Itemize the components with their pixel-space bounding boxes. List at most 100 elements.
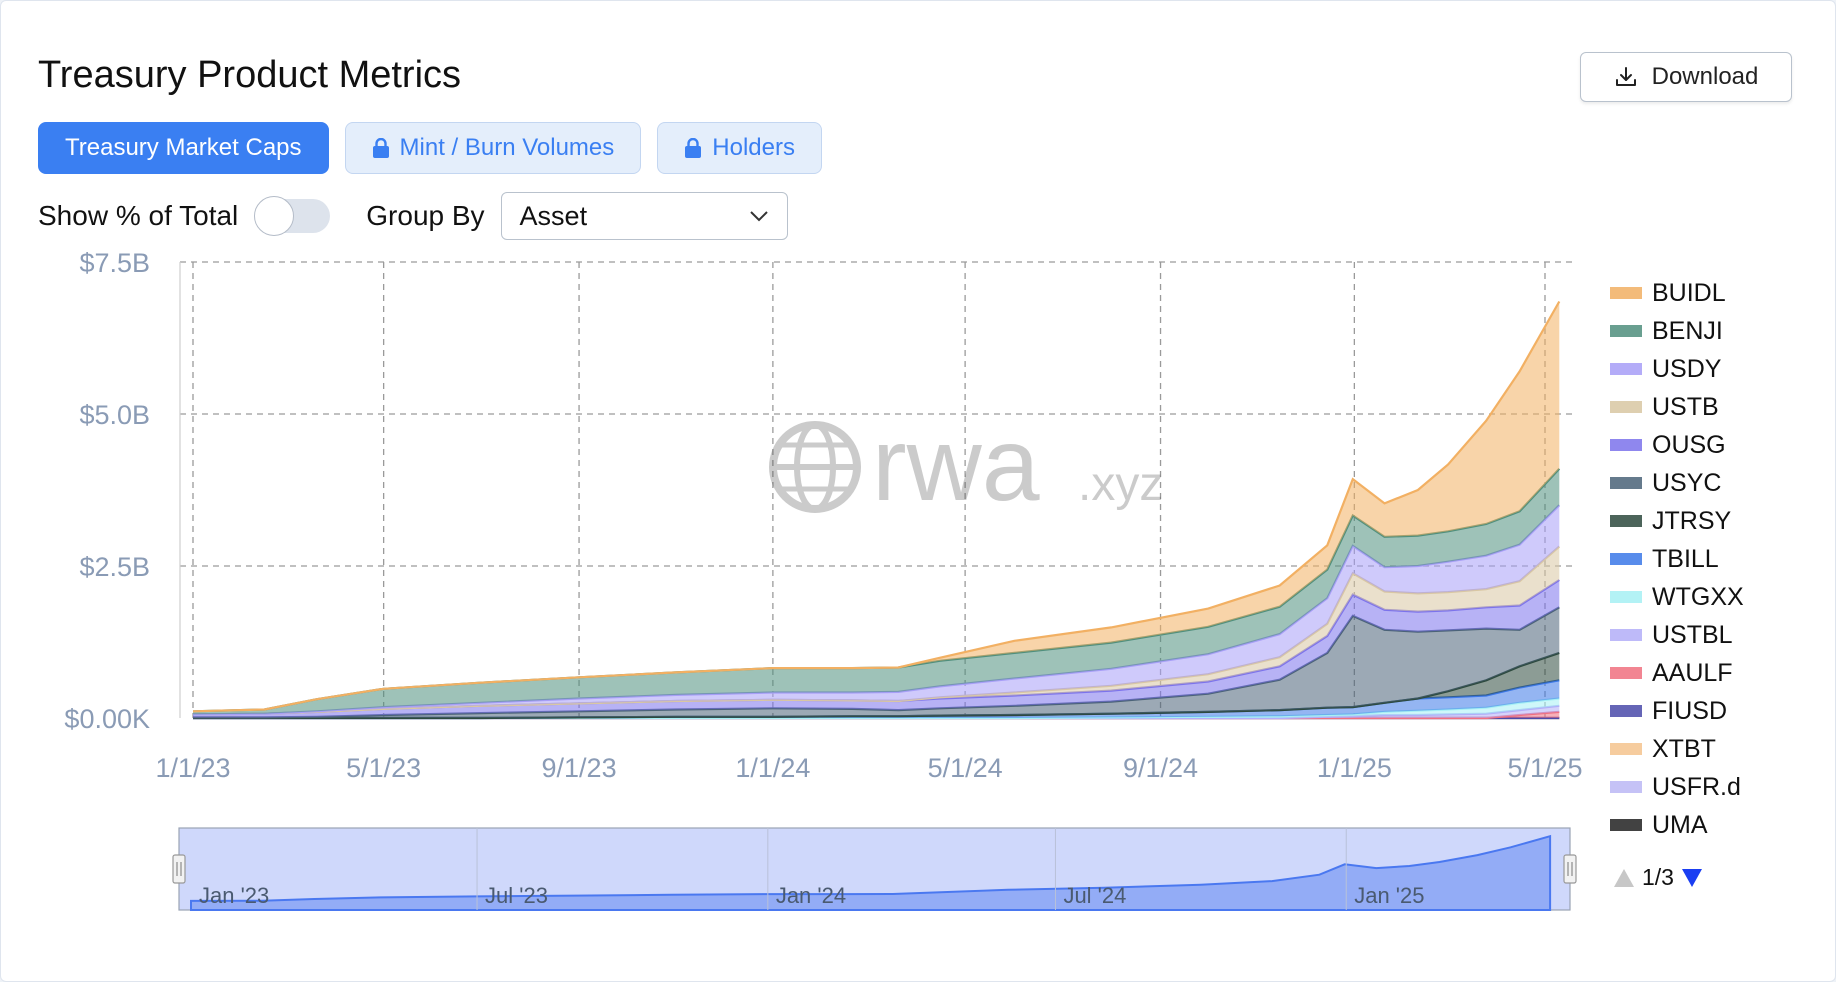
tab-treasury-market-caps[interactable]: Treasury Market Caps [38, 122, 329, 174]
tab-label: Treasury Market Caps [65, 134, 302, 161]
tab-label: Mint / Burn Volumes [399, 134, 615, 161]
legend-label: AAULF [1652, 658, 1733, 687]
legend-label: USTBL [1652, 620, 1733, 649]
legend-label: BENJI [1652, 316, 1723, 345]
x-tick-label: 5/1/23 [346, 753, 421, 783]
legend-pager: 1/3 [1612, 864, 1704, 891]
legend-item-wtgxx[interactable]: WTGXX [1610, 578, 1744, 616]
legend-label: BUIDL [1652, 278, 1726, 307]
x-tick-label: 1/1/23 [155, 753, 230, 783]
group-by-value: Asset [519, 200, 588, 231]
x-tick-label: 9/1/24 [1123, 753, 1198, 783]
range-navigator: Jan '23 Jul '23 Jan '24 Jul '24 Jan '25 [172, 827, 1577, 911]
y-tick-label: $5.0B [79, 400, 150, 430]
legend-item-ustbl[interactable]: USTBL [1610, 616, 1744, 654]
legend-item-ustb[interactable]: USTB [1610, 388, 1744, 426]
navigator-label: Jan '24 [776, 883, 846, 908]
navigator-handle-left[interactable] [172, 854, 186, 884]
legend-label: USYC [1652, 468, 1722, 497]
group-by-label: Group By [366, 200, 485, 231]
legend-swatch [1610, 553, 1642, 565]
legend-item-jtrsy[interactable]: JTRSY [1610, 502, 1744, 540]
area-ustbl [193, 705, 1560, 718]
legend-item-buidl[interactable]: BUIDL [1610, 274, 1744, 312]
x-tick-label: 9/1/23 [542, 753, 617, 783]
group-by-select[interactable]: Asset [500, 192, 788, 240]
page-title: Treasury Product Metrics [38, 54, 462, 96]
metric-tabs: Treasury Market Caps Mint / Burn Volumes… [38, 122, 822, 174]
globe-icon [769, 421, 861, 513]
series-areas [192, 300, 1561, 720]
navigator-label: Jan '23 [199, 883, 269, 908]
legend-item-ousg[interactable]: OUSG [1610, 426, 1744, 464]
pager-text: 1/3 [1642, 864, 1674, 890]
legend-swatch [1610, 325, 1642, 337]
navigator-label: Jul '24 [1063, 883, 1126, 908]
show-pct-toggle[interactable] [254, 196, 331, 236]
legend-item-usfrd[interactable]: USFR.d [1610, 768, 1744, 806]
legend-item-benji[interactable]: BENJI [1610, 312, 1744, 350]
legend-swatch [1610, 743, 1642, 755]
tab-holders[interactable]: Holders [657, 122, 822, 174]
area-ousg [193, 580, 1560, 718]
line-buidl [192, 300, 1561, 713]
y-tick-label: $0.00K [64, 704, 150, 734]
legend-swatch [1610, 705, 1642, 717]
area-usdy [193, 505, 1560, 715]
legend-label: UMA [1652, 810, 1708, 839]
tab-mint-burn-volumes[interactable]: Mint / Burn Volumes [344, 122, 642, 174]
watermark-text: rwa [872, 407, 1040, 523]
download-button[interactable]: Download [1580, 52, 1792, 102]
lock-icon [372, 138, 389, 158]
legend-label: USTB [1652, 392, 1719, 421]
legend-swatch [1610, 591, 1642, 603]
legend-swatch [1610, 667, 1642, 679]
navigator-series [190, 834, 1552, 911]
show-pct-label: Show % of Total [38, 200, 239, 231]
tab-label: Holders [712, 134, 795, 161]
legend-item-usdy[interactable]: USDY [1610, 350, 1744, 388]
x-tick-label: 5/1/25 [1507, 753, 1582, 783]
legend-label: WTGXX [1652, 582, 1744, 611]
y-tick-label: $2.5B [79, 552, 150, 582]
y-tick-label: $7.5B [79, 248, 150, 278]
legend-label: OUSG [1652, 430, 1726, 459]
legend-item-aaulf[interactable]: AAULF [1610, 654, 1744, 692]
legend-label: FIUSD [1652, 696, 1727, 725]
legend-swatch [1610, 439, 1642, 451]
legend-swatch [1610, 477, 1642, 489]
legend-swatch [1610, 629, 1642, 641]
legend-item-uma[interactable]: UMA [1610, 806, 1744, 844]
watermark: rwa .xyz [769, 407, 1163, 523]
legend-label: USFR.d [1652, 772, 1741, 801]
navigator-handle-right[interactable] [1563, 854, 1577, 884]
chart-controls: Show % of Total Group By Asset [38, 192, 788, 240]
legend-swatch [1610, 363, 1642, 375]
legend-swatch [1610, 781, 1642, 793]
x-tick-label: 5/1/24 [928, 753, 1003, 783]
download-icon [1615, 67, 1636, 86]
legend-label: TBILL [1652, 544, 1719, 573]
globe-meridian [794, 422, 836, 512]
legend-swatch [1610, 401, 1642, 413]
chevron-down-icon [749, 211, 768, 222]
lock-icon [685, 138, 702, 158]
area-buidl [193, 301, 1560, 712]
download-label: Download [1651, 63, 1759, 90]
legend-swatch [1610, 287, 1642, 299]
legend-label: USDY [1652, 354, 1722, 383]
page-up-icon[interactable] [1612, 867, 1636, 889]
legend-item-tbill[interactable]: TBILL [1610, 540, 1744, 578]
legend-item-usyc[interactable]: USYC [1610, 464, 1744, 502]
legend-item-xtbt[interactable]: XTBT [1610, 730, 1744, 768]
legend-swatch [1610, 819, 1642, 831]
legend-label: XTBT [1652, 734, 1716, 763]
page-down-icon[interactable] [1680, 867, 1704, 889]
legend-label: JTRSY [1652, 506, 1732, 535]
navigator-label: Jan '25 [1354, 883, 1424, 908]
toggle-knob [254, 196, 295, 236]
legend-item-fiusd[interactable]: FIUSD [1610, 692, 1744, 730]
x-tick-label: 1/1/24 [735, 753, 810, 783]
navigator-label: Jul '23 [485, 883, 548, 908]
